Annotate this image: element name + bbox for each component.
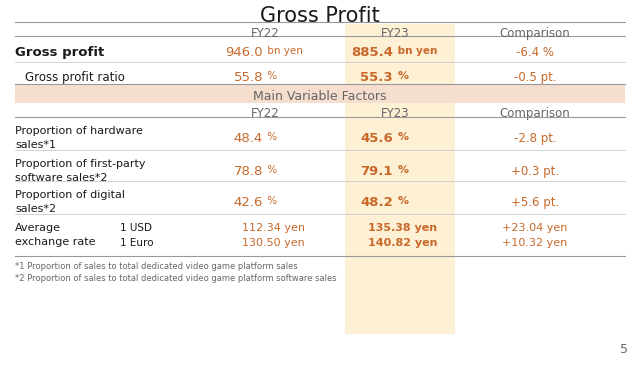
- Text: +5.6 pt.: +5.6 pt.: [511, 196, 559, 209]
- Text: 55.8: 55.8: [234, 71, 263, 84]
- Text: 79.1: 79.1: [360, 165, 393, 178]
- Text: %: %: [394, 71, 409, 81]
- Text: Comparison: Comparison: [500, 27, 570, 40]
- Text: FY22: FY22: [251, 27, 280, 40]
- Text: FY22: FY22: [251, 107, 280, 120]
- Text: Proportion of hardware
sales*1: Proportion of hardware sales*1: [15, 126, 143, 150]
- Text: 135.38 yen
140.82 yen: 135.38 yen 140.82 yen: [368, 223, 438, 248]
- Text: *2 Proportion of sales to total dedicated video game platform software sales: *2 Proportion of sales to total dedicate…: [15, 274, 337, 283]
- Text: 42.6: 42.6: [234, 196, 263, 209]
- Text: -6.4 %: -6.4 %: [516, 46, 554, 59]
- Text: FY23: FY23: [381, 107, 410, 120]
- Text: *1 Proportion of sales to total dedicated video game platform sales: *1 Proportion of sales to total dedicate…: [15, 262, 298, 271]
- Text: %: %: [394, 132, 409, 142]
- Text: 55.3: 55.3: [360, 71, 393, 84]
- Text: Proportion of digital
sales*2: Proportion of digital sales*2: [15, 190, 125, 214]
- Text: 5: 5: [620, 343, 628, 356]
- Text: %: %: [264, 132, 277, 142]
- Text: bn yen: bn yen: [394, 46, 437, 56]
- Text: bn yen: bn yen: [264, 46, 303, 56]
- Text: Average
exchange rate: Average exchange rate: [15, 223, 95, 247]
- Text: Gross profit ratio: Gross profit ratio: [25, 71, 125, 84]
- Text: Comparison: Comparison: [500, 107, 570, 120]
- Text: 946.0: 946.0: [225, 46, 263, 59]
- Text: 48.2: 48.2: [360, 196, 393, 209]
- Bar: [345, 103, 455, 334]
- Text: +23.04 yen
+10.32 yen: +23.04 yen +10.32 yen: [502, 223, 568, 248]
- Bar: [345, 24, 455, 178]
- Text: Gross Profit: Gross Profit: [260, 6, 380, 26]
- Text: %: %: [394, 196, 409, 206]
- Text: %: %: [264, 196, 277, 206]
- Text: 885.4: 885.4: [351, 46, 393, 59]
- Text: 112.34 yen
130.50 yen: 112.34 yen 130.50 yen: [241, 223, 305, 248]
- Text: 48.4: 48.4: [234, 132, 263, 145]
- Text: FY23: FY23: [381, 27, 410, 40]
- Text: 78.8: 78.8: [234, 165, 263, 178]
- Text: %: %: [394, 165, 409, 175]
- Text: -2.8 pt.: -2.8 pt.: [514, 132, 556, 145]
- Text: 1 USD
1 Euro: 1 USD 1 Euro: [120, 223, 154, 248]
- Text: 45.6: 45.6: [360, 132, 393, 145]
- Text: Main Variable Factors: Main Variable Factors: [253, 90, 387, 103]
- Text: Gross profit: Gross profit: [15, 46, 104, 59]
- Text: Proportion of first-party
software sales*2: Proportion of first-party software sales…: [15, 159, 145, 183]
- Text: %: %: [264, 165, 277, 175]
- Text: -0.5 pt.: -0.5 pt.: [514, 71, 556, 84]
- Text: +0.3 pt.: +0.3 pt.: [511, 165, 559, 178]
- Text: %: %: [264, 71, 277, 81]
- Bar: [15, 84, 625, 103]
